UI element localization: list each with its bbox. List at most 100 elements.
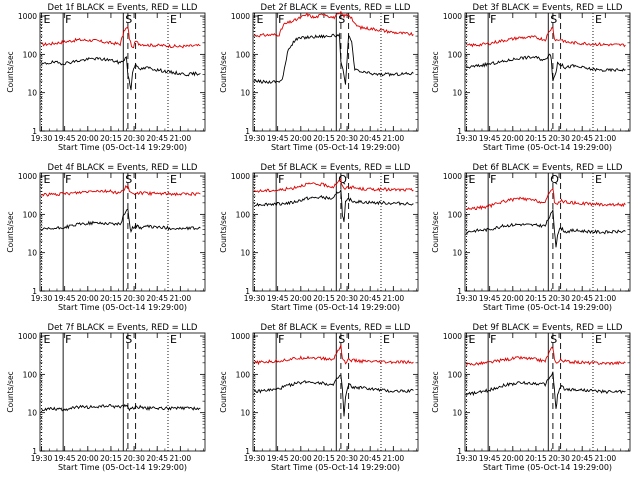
panel-title: Det 4f BLACK = Events, RED = LLD — [48, 163, 198, 173]
x-axis-label: Start Time (05-Oct-14 19:29:00) — [483, 303, 612, 312]
y-tick-label: 1000 — [18, 172, 37, 181]
y-tick-label: 1 — [245, 127, 250, 136]
series-lld — [254, 178, 414, 193]
y-axis-label: Counts/sec — [431, 211, 440, 252]
y-tick-label: 1 — [32, 127, 37, 136]
y-tick-label: 1 — [245, 287, 250, 296]
x-tick-label: 19:30 — [31, 294, 53, 303]
x-tick-label: 20:15 — [313, 134, 335, 143]
x-tick-label: 20:45 — [571, 294, 593, 303]
y-tick-label: 100 — [23, 370, 38, 379]
marker-letter: E — [383, 173, 390, 186]
panel-1: Det 1f BLACK = Events, RED = LLD 1 10 100 10… — [6, 3, 206, 152]
y-tick-label: 1 — [457, 127, 462, 136]
x-tick-label: 20:30 — [123, 454, 145, 463]
y-tick-label: 1000 — [443, 172, 462, 181]
x-tick-label: 20:00 — [290, 294, 312, 303]
marker-letter: F — [65, 13, 71, 26]
x-tick-label: 20:00 — [77, 454, 99, 463]
panel-2: Det 2f BLACK = Events, RED = LLD 1 10 100 10… — [219, 3, 419, 152]
x-tick-label: 20:30 — [548, 134, 570, 143]
y-axis-label: Counts/sec — [6, 51, 15, 92]
x-tick-label: 20:30 — [123, 294, 145, 303]
y-tick-label: 100 — [448, 210, 463, 219]
marker-letter: E — [44, 333, 51, 346]
x-axis-label: Start Time (05-Oct-14 19:29:00) — [271, 463, 400, 472]
y-axis-label: Counts/sec — [431, 371, 440, 412]
x-tick-label: 19:45 — [267, 134, 289, 143]
y-axis-label: Counts/sec — [219, 211, 228, 252]
series-lld — [254, 10, 414, 38]
y-axis-label: Counts/sec — [431, 51, 440, 92]
marker-letter: F — [278, 333, 284, 346]
panel-title: Det 1f BLACK = Events, RED = LLD — [48, 3, 198, 13]
x-tick-label: 20:30 — [548, 454, 570, 463]
y-tick-label: 10 — [452, 249, 462, 258]
x-tick-label: 19:30 — [31, 134, 53, 143]
plot-frame — [464, 332, 631, 452]
x-tick-label: 19:45 — [267, 454, 289, 463]
x-tick-label: 20:45 — [146, 294, 168, 303]
series-lld — [254, 344, 414, 366]
x-tick-label: 19:45 — [54, 294, 76, 303]
panel-title: Det 5f BLACK = Events, RED = LLD — [261, 163, 411, 173]
x-tick-label: 20:45 — [146, 134, 168, 143]
panel-title: Det 8f BLACK = Events, RED = LLD — [261, 323, 411, 333]
marker-letter: S — [550, 333, 557, 346]
y-tick-label: 1000 — [231, 332, 250, 341]
marker-letter: E — [469, 13, 476, 26]
x-tick-label: 19:45 — [54, 454, 76, 463]
y-tick-label: 1000 — [443, 12, 462, 21]
plot-frame — [39, 12, 206, 132]
marker-letter: E — [170, 13, 177, 26]
panel-title: Det 3f BLACK = Events, RED = LLD — [473, 3, 623, 13]
marker-letter: S — [338, 13, 345, 26]
marker-letter: F — [65, 333, 71, 346]
x-tick-label: 21:00 — [383, 294, 405, 303]
x-axis-label: Start Time (05-Oct-14 19:29:00) — [271, 303, 400, 312]
x-tick-label: 19:30 — [456, 134, 478, 143]
series-lld — [41, 184, 201, 197]
x-tick-label: 21:00 — [595, 294, 617, 303]
x-tick-label: 20:15 — [100, 134, 122, 143]
marker-letter: E — [469, 173, 476, 186]
x-tick-label: 20:15 — [525, 134, 547, 143]
y-tick-label: 10 — [452, 89, 462, 98]
x-tick-label: 19:30 — [456, 294, 478, 303]
marker-letter: E — [170, 173, 177, 186]
y-tick-label: 100 — [448, 50, 463, 59]
marker-letter: S — [125, 173, 132, 186]
y-tick-label: 10 — [27, 89, 37, 98]
x-tick-label: 21:00 — [595, 134, 617, 143]
y-tick-label: 1 — [457, 287, 462, 296]
x-tick-label: 19:45 — [479, 294, 501, 303]
marker-letter: E — [595, 13, 602, 26]
y-tick-label: 1000 — [18, 332, 37, 341]
x-tick-label: 20:45 — [359, 294, 381, 303]
y-tick-label: 100 — [23, 50, 38, 59]
y-axis-label: Counts/sec — [6, 371, 15, 412]
panel-title: Det 6f BLACK = Events, RED = LLD — [473, 163, 623, 173]
x-tick-label: 20:00 — [77, 294, 99, 303]
x-axis-label: Start Time (05-Oct-14 19:29:00) — [58, 463, 187, 472]
x-tick-label: 21:00 — [170, 294, 192, 303]
plot-frame — [464, 172, 631, 292]
series-events — [254, 188, 414, 222]
x-tick-label: 20:45 — [146, 454, 168, 463]
y-tick-label: 10 — [452, 409, 462, 418]
x-tick-label: 19:30 — [244, 134, 266, 143]
x-tick-label: 20:15 — [100, 454, 122, 463]
marker-letter: F — [65, 173, 71, 186]
plot-frame — [252, 172, 419, 292]
x-tick-label: 19:30 — [244, 294, 266, 303]
y-tick-label: 100 — [236, 210, 251, 219]
x-tick-label: 20:30 — [123, 134, 145, 143]
y-tick-label: 100 — [236, 370, 251, 379]
series-events — [254, 32, 414, 85]
panel-title: Det 9f BLACK = Events, RED = LLD — [473, 323, 623, 333]
marker-letter: E — [44, 13, 51, 26]
marker-letter: E — [44, 173, 51, 186]
x-tick-label: 19:45 — [267, 294, 289, 303]
y-tick-label: 1000 — [18, 12, 37, 21]
